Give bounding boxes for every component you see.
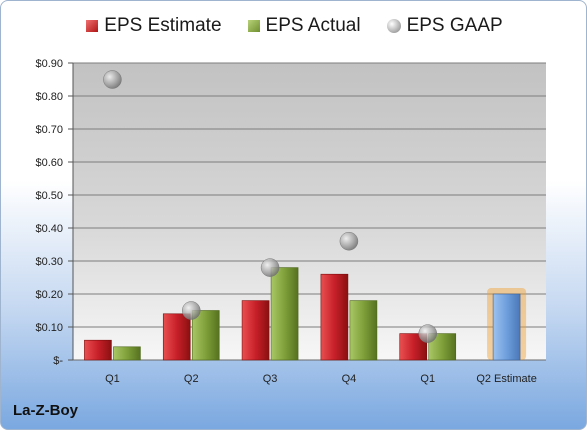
- bar-eps-actual: [191, 310, 220, 361]
- x-tick-label: Q3: [263, 373, 278, 385]
- company-label: La-Z-Boy: [13, 402, 78, 419]
- bar-eps-estimate: [320, 273, 349, 361]
- legend-swatch-gaap: [386, 19, 401, 33]
- y-tick-label: $0.50: [35, 190, 63, 202]
- legend-swatch-estimate: [86, 20, 99, 32]
- bar-eps-estimate: [162, 313, 191, 361]
- y-tick-label: $0.40: [35, 223, 63, 235]
- point-eps-gaap: [182, 301, 201, 320]
- chart-legend: EPS Estimate EPS Actual EPS GAAP: [1, 15, 586, 37]
- point-eps-gaap: [103, 70, 122, 89]
- bar-eps-actual: [349, 300, 378, 361]
- bar-eps-estimate: [84, 339, 112, 361]
- y-tick-label: $0.80: [35, 91, 63, 103]
- legend-item-actual: EPS Actual: [247, 15, 361, 37]
- bar-eps-actual: [428, 333, 457, 361]
- y-tick-label: $-: [53, 355, 63, 367]
- bar-eps-actual: [270, 267, 299, 361]
- x-tick-label: Q1: [105, 373, 120, 385]
- point-eps-gaap: [260, 258, 280, 277]
- plot-area: [73, 63, 546, 360]
- gaap-series: [103, 70, 437, 343]
- gridlines: [68, 62, 546, 361]
- y-tick-label: $0.60: [35, 157, 63, 169]
- y-axis-ticks: $- $0.10 $0.20 $0.30 $0.40 $0.50 $0.60 $0.70 $0.…: [35, 58, 63, 367]
- legend-item-gaap: EPS GAAP: [386, 15, 503, 37]
- bar-eps-actual: [113, 346, 141, 361]
- point-eps-gaap: [418, 324, 437, 343]
- y-tick-label: $0.90: [35, 58, 63, 70]
- legend-swatch-actual: [247, 20, 260, 32]
- legend-label-gaap: EPS GAAP: [406, 15, 503, 36]
- x-axis-ticks: Q1 Q2 Q3 Q4 Q1 Q2 Estimate: [105, 373, 537, 385]
- bar-eps-estimate: [241, 300, 270, 361]
- legend-item-estimate: EPS Estimate: [86, 15, 222, 37]
- x-tick-label: Q2: [184, 373, 199, 385]
- bar-series: [84, 267, 527, 361]
- x-tick-label: Q2 Estimate: [476, 373, 537, 385]
- y-tick-label: $0.30: [35, 256, 63, 268]
- y-tick-label: $0.70: [35, 124, 63, 136]
- y-tick-label: $0.20: [35, 289, 63, 301]
- bar-next-estimate: [492, 293, 521, 361]
- x-tick-label: Q1: [420, 373, 435, 385]
- y-tick-label: $0.10: [35, 322, 63, 334]
- point-eps-gaap: [339, 231, 359, 251]
- x-tick-label: Q4: [342, 373, 357, 385]
- legend-label-estimate: EPS Estimate: [104, 15, 222, 36]
- legend-label-actual: EPS Actual: [265, 15, 361, 36]
